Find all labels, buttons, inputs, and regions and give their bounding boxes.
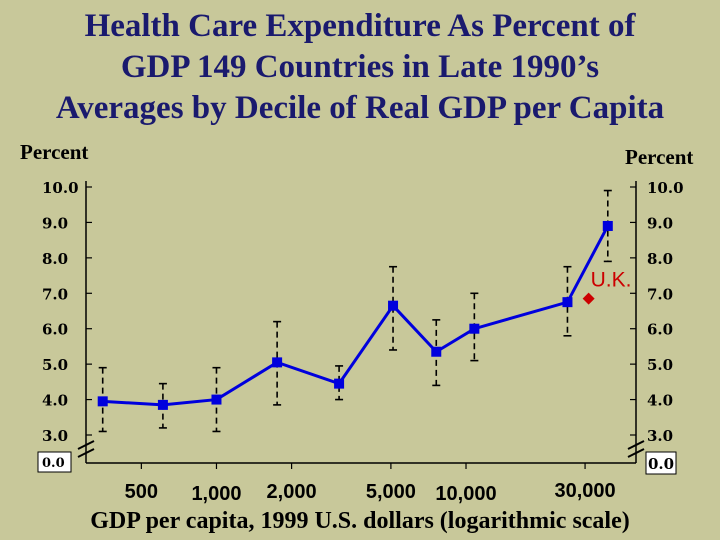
x-tick-label-5: 30,000 xyxy=(554,480,615,502)
y-tick-label-left-7: 3.0 xyxy=(42,427,68,445)
x-tick-label-3: 5,000 xyxy=(366,481,416,503)
chart-title: Health Care Expenditure As Percent of GD… xyxy=(0,6,720,129)
data-point-5 xyxy=(388,300,399,311)
y-tick-label-left-4: 6.0 xyxy=(42,321,68,339)
annotation-marker-uk xyxy=(582,292,595,305)
y-axis-break-left-a xyxy=(77,440,95,450)
annotation-label-uk: U.K. xyxy=(591,269,632,292)
x-axis-label: GDP per capita, 1999 U.S. dollars (logar… xyxy=(90,508,630,534)
y-tick-label-right-5: 5.0 xyxy=(647,356,673,374)
y-zero-box-right xyxy=(645,451,677,475)
data-point-2 xyxy=(211,394,222,405)
y-tick-label-left-0: 10.0 xyxy=(42,179,79,197)
y-tick-label-right-6: 4.0 xyxy=(647,392,673,410)
data-point-7 xyxy=(469,323,480,334)
y-zero-label-right: 0.0 xyxy=(648,455,674,473)
y-axis-label-left: Percent xyxy=(20,140,89,164)
title-line-1: Health Care Expenditure As Percent of xyxy=(84,8,636,44)
x-tick-label-4: 10,000 xyxy=(435,483,496,505)
y-tick-label-right-0: 10.0 xyxy=(647,179,684,197)
data-point-0 xyxy=(97,396,108,407)
data-point-4 xyxy=(334,378,345,389)
x-tick-label-0: 500 xyxy=(125,481,158,503)
x-tick-label-2: 2,000 xyxy=(267,481,317,503)
data-point-9 xyxy=(602,220,613,231)
y-tick-label-right-7: 3.0 xyxy=(647,427,673,445)
y-tick-label-left-5: 5.0 xyxy=(42,356,68,374)
x-tick-label-1: 1,000 xyxy=(191,483,241,505)
title-line-2: GDP 149 Countries in Late 1990’s xyxy=(120,49,600,85)
y-axis-break-right-a xyxy=(627,440,645,450)
data-point-1 xyxy=(157,399,168,410)
y-tick-label-left-2: 8.0 xyxy=(42,250,68,268)
y-tick-label-right-3: 7.0 xyxy=(647,285,673,303)
y-tick-label-left-3: 7.0 xyxy=(42,285,68,303)
y-tick-label-right-4: 6.0 xyxy=(647,321,673,339)
y-zero-label-left: 0.0 xyxy=(42,456,65,471)
data-point-3 xyxy=(272,357,283,368)
y-tick-label-right-2: 8.0 xyxy=(647,250,673,268)
y-axis-break-right-b xyxy=(627,448,645,458)
y-axis-break-left-b xyxy=(77,448,95,458)
data-point-8 xyxy=(562,297,573,308)
series-line-0 xyxy=(102,225,610,407)
y-axis-label-right: Percent xyxy=(625,145,694,169)
y-tick-label-left-1: 9.0 xyxy=(42,214,68,232)
y-tick-label-right-1: 9.0 xyxy=(647,214,673,232)
y-zero-box-left xyxy=(37,451,72,473)
data-point-6 xyxy=(431,346,442,357)
title-line-3: Averages by Decile of Real GDP per Capit… xyxy=(55,90,665,126)
y-tick-label-left-6: 4.0 xyxy=(42,392,68,410)
